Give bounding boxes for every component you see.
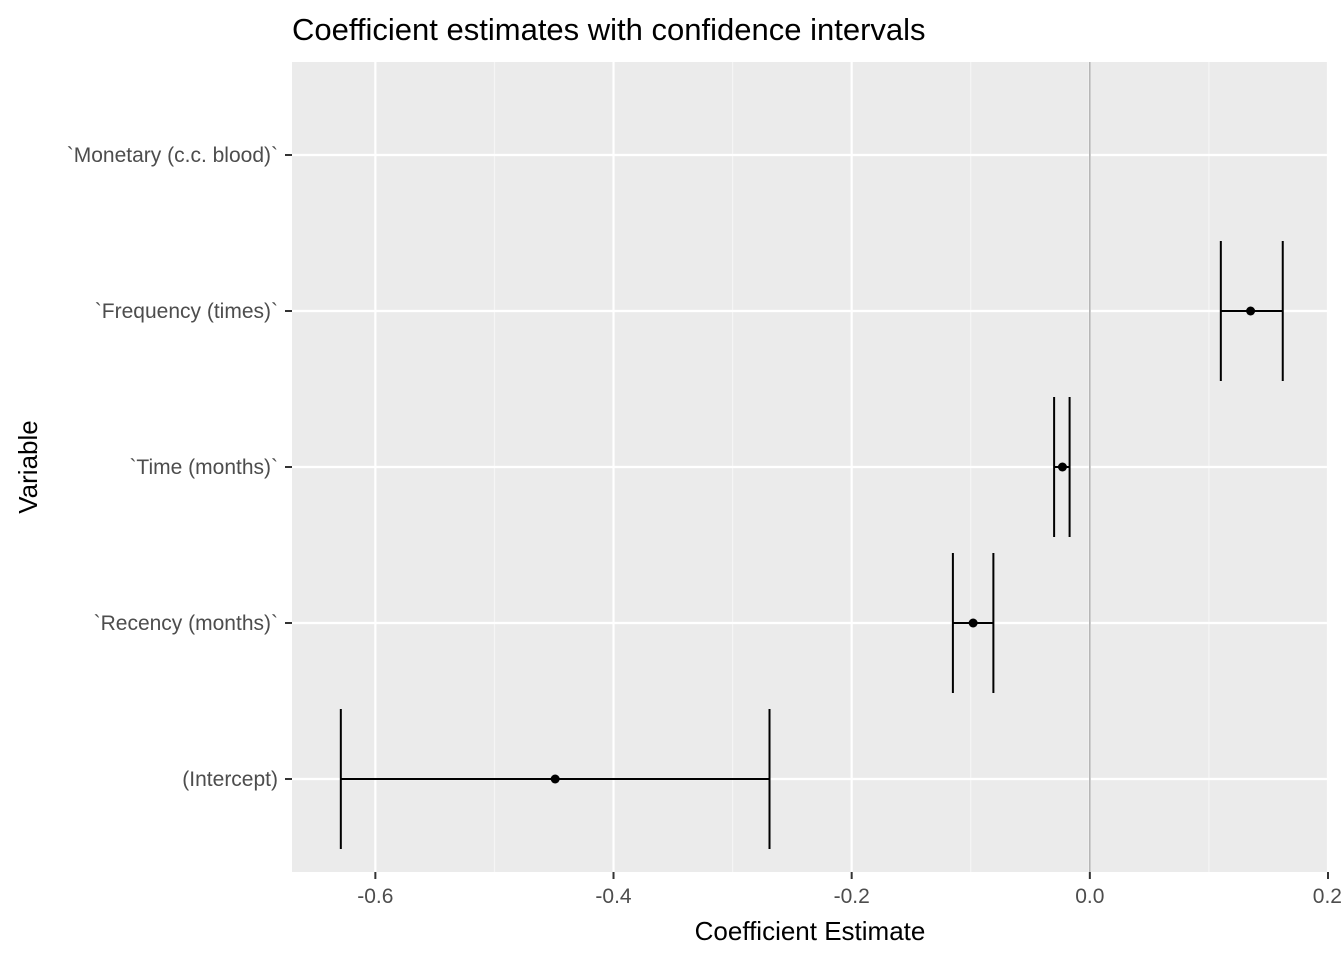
error-bar [1053,397,1071,537]
x-tick-label: -0.2 [834,885,870,908]
y-tick-label: `Frequency (times)` [95,300,278,323]
x-axis-title: Coefficient Estimate [695,916,926,946]
estimate-point [968,618,978,628]
y-tick-label: `Time (months)` [129,456,278,479]
estimate-point [550,774,560,784]
estimate-point [1246,306,1256,316]
y-tick-label: `Recency (months)` [94,612,278,635]
chart-title: Coefficient estimates with confidence in… [292,12,926,47]
x-tick-label: -0.6 [357,885,393,908]
x-tick-label: 0.2 [1313,885,1342,908]
error-bar [1219,241,1284,381]
x-axis: -0.6 -0.4 -0.2 0.0 0.2 [357,872,1342,908]
y-tick-label: (Intercept) [182,768,278,791]
error-bar [951,553,995,693]
y-axis-title: Variable [13,420,43,513]
y-axis: (Intercept) `Recency (months)` `Time (mont… [67,144,292,791]
error-bar [339,709,771,849]
x-tick-label: -0.4 [595,885,632,908]
y-tick-label: `Monetary (c.c. blood)` [67,144,278,167]
error-bars [339,241,1284,849]
x-tick-label: 0.0 [1075,885,1104,908]
estimate-point [1057,462,1067,472]
